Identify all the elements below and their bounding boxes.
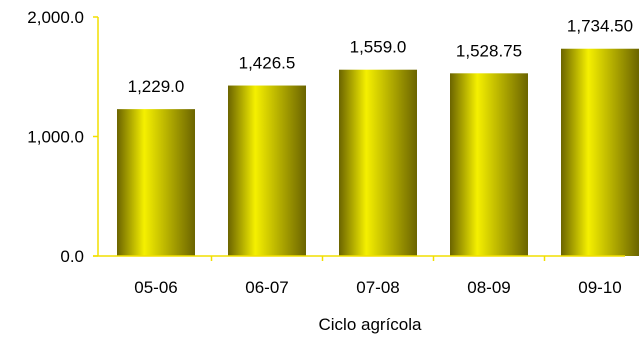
bars-layer (117, 48, 639, 257)
value-label-06-07: 1,426.5 (239, 54, 296, 73)
value-label-07-08: 1,559.0 (350, 38, 407, 57)
bar-06-07 (228, 85, 306, 256)
labels-layer: 1,229.0 05-06 1,426.5 06-07 1,559.0 07-08 1,52… (27, 8, 633, 297)
bar-08-09 (450, 73, 528, 256)
value-label-08-09: 1,528.75 (456, 41, 522, 60)
x-tick-label-09-10: 09-10 (578, 278, 621, 297)
x-tick-label-08-09: 08-09 (467, 278, 510, 297)
x-axis-title: Ciclo agrícola (319, 315, 423, 334)
x-tick-label-05-06: 05-06 (134, 278, 177, 297)
value-label-05-06: 1,229.0 (128, 77, 185, 96)
bar-09-10 (561, 48, 639, 256)
value-label-09-10: 1,734.50 (567, 17, 633, 36)
bar-05-06 (117, 109, 195, 257)
y-tick-label: 2,000.0 (27, 8, 84, 27)
x-tick-label-07-08: 07-08 (356, 278, 399, 297)
y-tick-label: 0.0 (60, 247, 84, 266)
bar-07-08 (339, 69, 417, 257)
axis-layer (93, 16, 625, 261)
x-tick-label-06-07: 06-07 (245, 278, 288, 297)
y-tick-label: 1,000.0 (27, 128, 84, 147)
